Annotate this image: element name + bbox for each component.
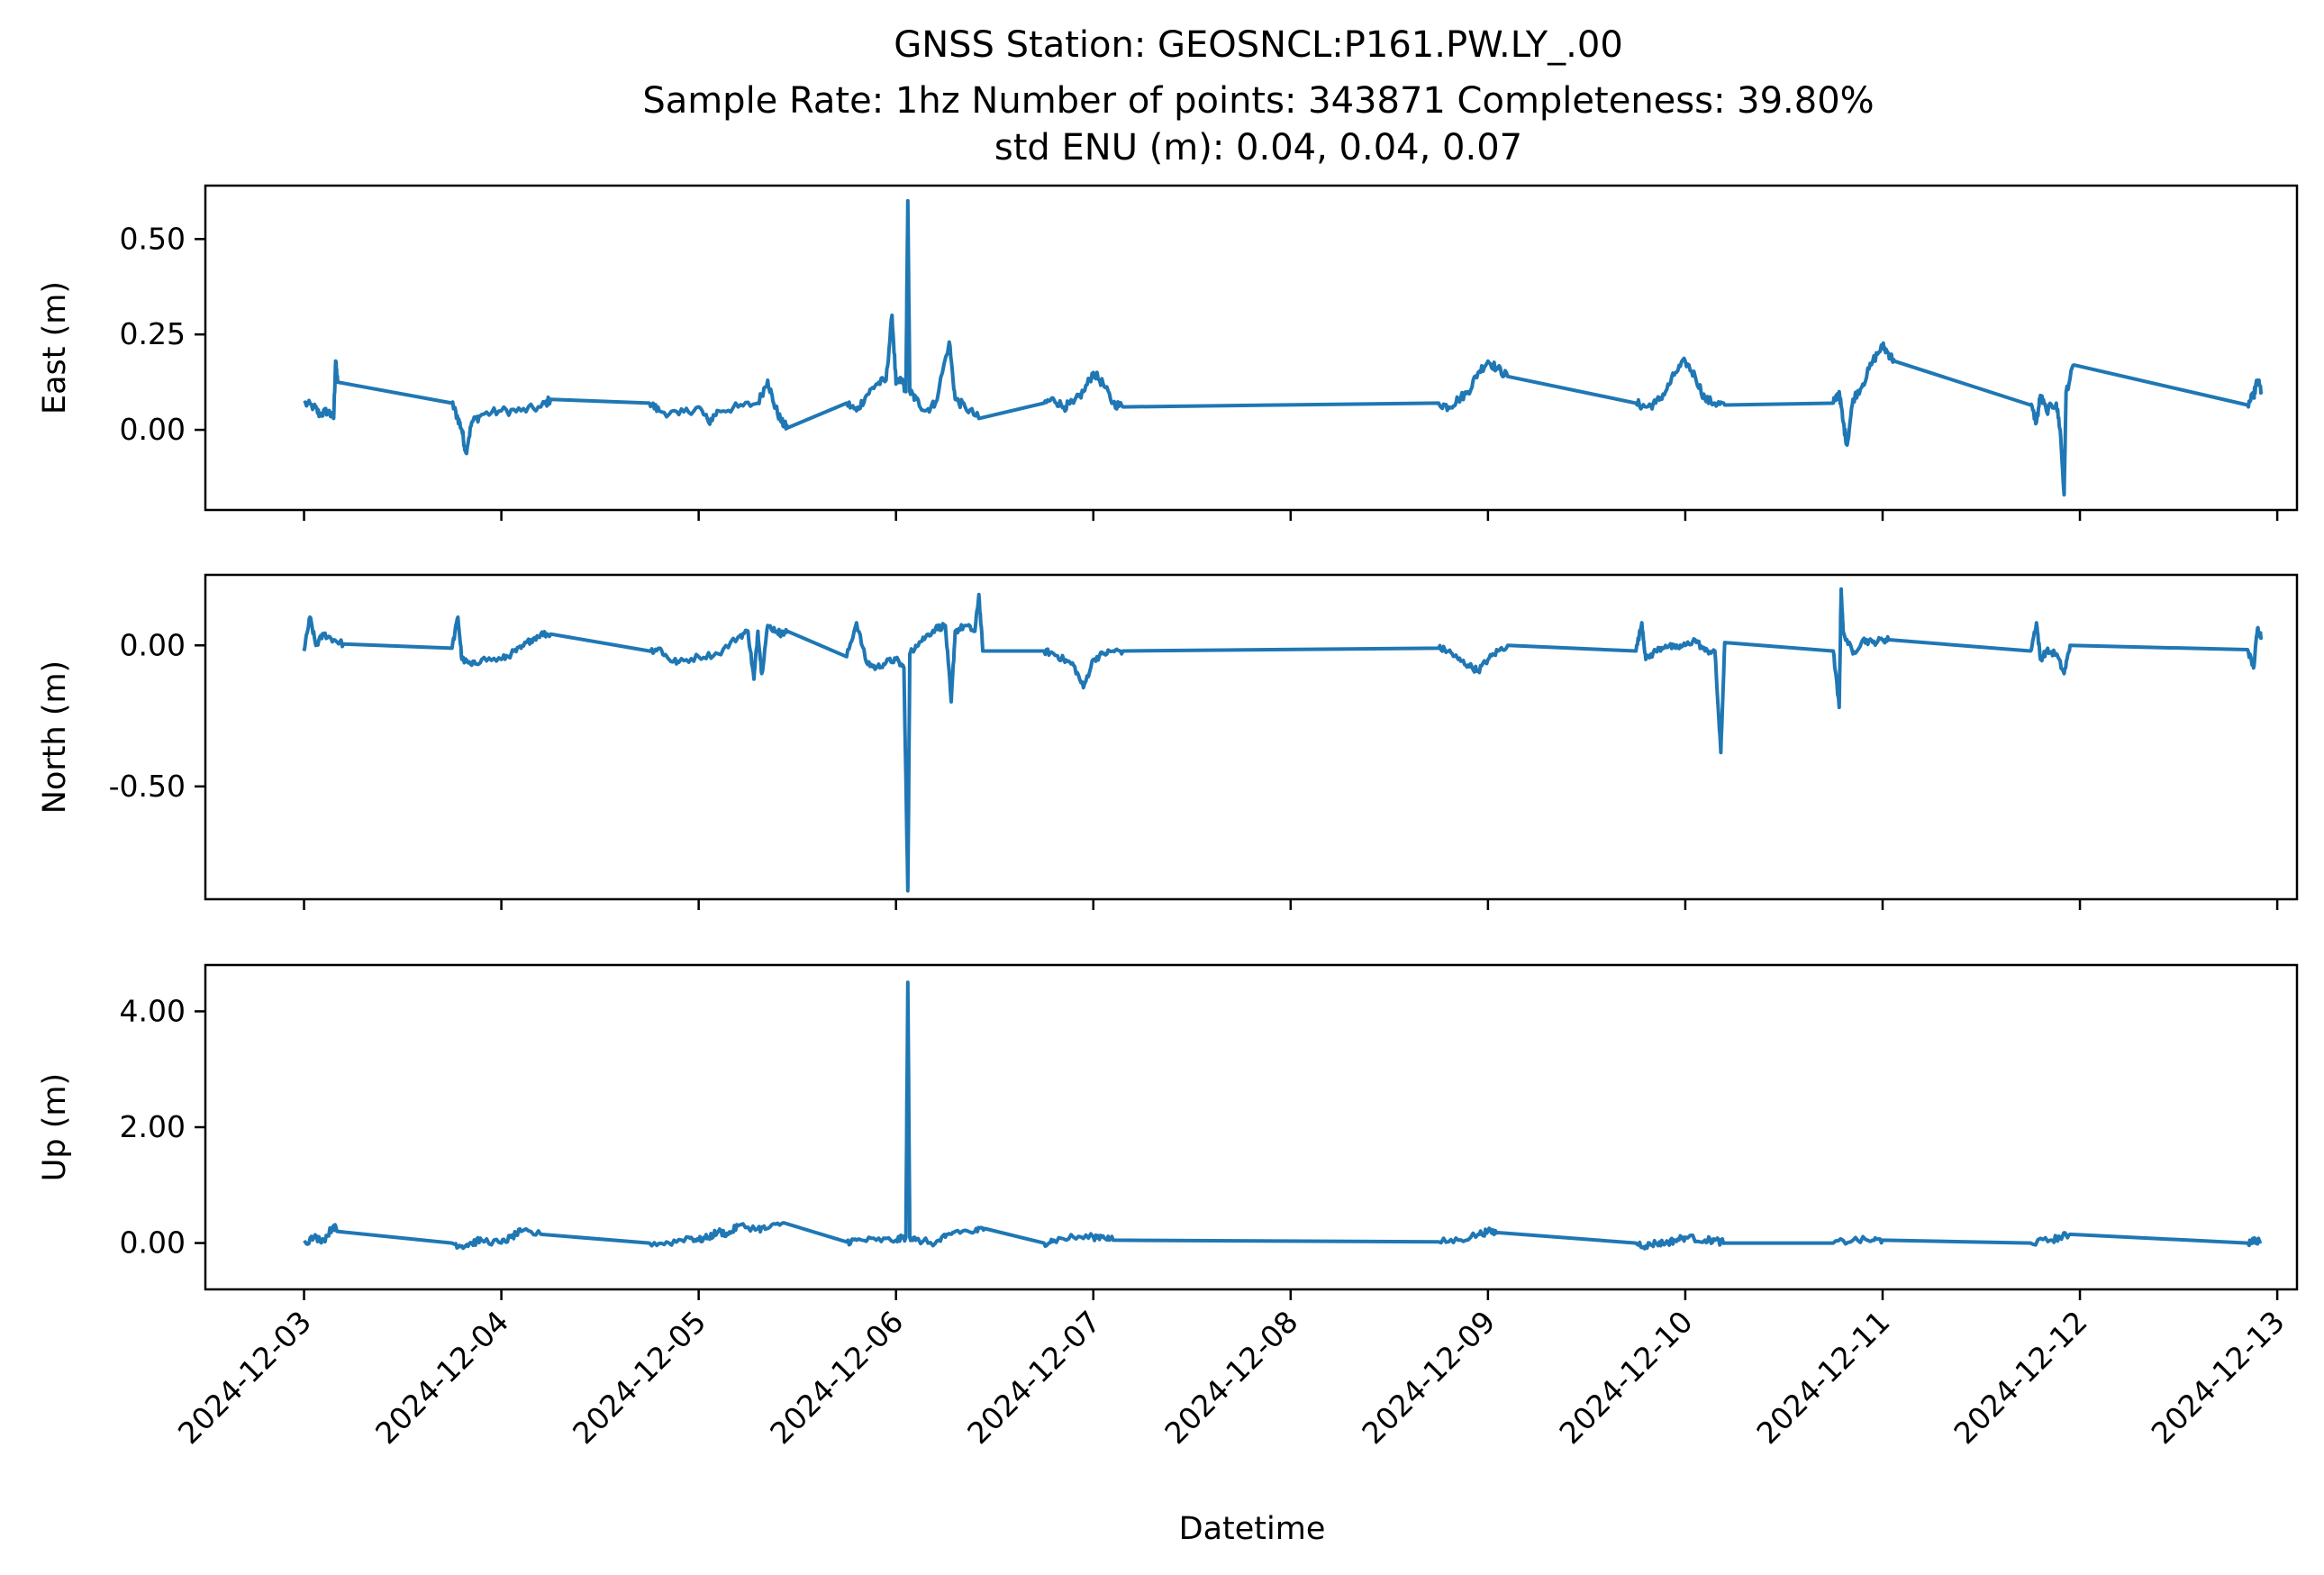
up-y-tick-label: 2.00 — [120, 1109, 186, 1144]
x-tick-label: 2024-12-11 — [1749, 1304, 1896, 1451]
east-panel: 0.50 0.25 0.00 East (m) — [37, 184, 2299, 521]
x-tick-label: 2024-12-10 — [1552, 1304, 1699, 1451]
up-series-line — [303, 980, 2263, 1251]
north-y-axis-label: North (m) — [37, 660, 73, 814]
x-tick-label: 2024-12-12 — [1947, 1304, 2094, 1451]
x-tick-label: 2024-12-03 — [171, 1304, 318, 1451]
up-y-tick-label: 0.00 — [120, 1225, 186, 1261]
x-tick-label: 2024-12-09 — [1355, 1304, 1502, 1451]
title-line-std-enu: std ENU (m): 0.04, 0.04, 0.07 — [994, 127, 1522, 168]
figure-title: GNSS Station: GEOSNCL:P161.PW.LY_.00 Sam… — [642, 24, 1874, 168]
east-y-tick-label: 0.25 — [120, 316, 186, 351]
up-panel: 4.00 2.00 0.00 Up (m) — [37, 963, 2299, 1300]
east-axes-frame — [204, 184, 2299, 512]
north-y-tick-label: -0.50 — [109, 769, 186, 804]
east-y-tick-label: 0.00 — [120, 412, 186, 447]
title-line-station: GNSS Station: GEOSNCL:P161.PW.LY_.00 — [894, 24, 1623, 66]
x-tick-label: 2024-12-04 — [368, 1304, 515, 1451]
east-y-axis-label: East (m) — [37, 281, 73, 414]
x-axis-label: Datetime — [1179, 1511, 1326, 1547]
x-tick-label: 2024-12-08 — [1157, 1304, 1304, 1451]
x-tick-label: 2024-12-07 — [960, 1304, 1107, 1451]
east-y-tick-label: 0.50 — [120, 221, 186, 256]
north-panel: 0.00 -0.50 North (m) — [37, 573, 2299, 910]
north-axes-frame — [204, 573, 2299, 901]
x-tick-label: 2024-12-13 — [2145, 1304, 2292, 1451]
x-tick-label: 2024-12-06 — [763, 1304, 910, 1451]
north-series-line — [302, 587, 2264, 893]
datetime-axis: 2024-12-03 2024-12-04 2024-12-05 2024-12-06… — [171, 1304, 2292, 1451]
up-y-axis-label: Up (m) — [37, 1073, 73, 1181]
up-y-tick-label: 4.00 — [120, 993, 186, 1028]
x-tick-label: 2024-12-05 — [566, 1304, 713, 1451]
east-series-line — [303, 198, 2264, 497]
title-line-sampling: Sample Rate: 1hz Number of points: 34387… — [642, 80, 1874, 122]
north-y-tick-label: 0.00 — [120, 627, 186, 662]
